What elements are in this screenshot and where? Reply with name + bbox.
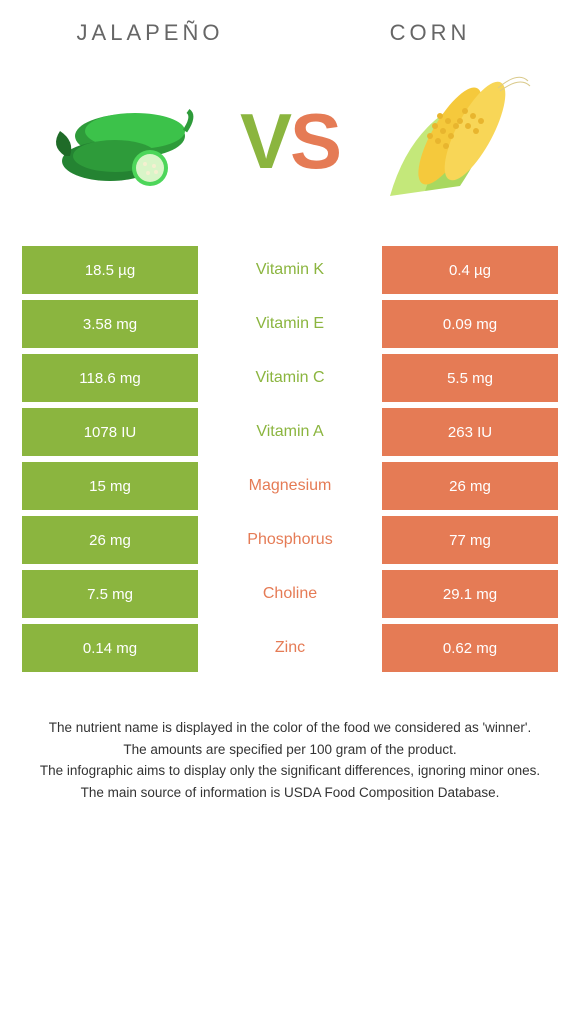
nutrient-label: Phosphorus <box>198 516 382 564</box>
nutrient-label: Vitamin A <box>198 408 382 456</box>
value-right: 0.09 mg <box>382 300 558 348</box>
value-left: 3.58 mg <box>22 300 198 348</box>
nutrient-label: Zinc <box>198 624 382 672</box>
hero-row: VS <box>0 56 580 246</box>
title-left: JALAPEÑO <box>10 20 290 46</box>
nutrient-row: 18.5 µgVitamin K0.4 µg <box>22 246 558 294</box>
footnote-line: The infographic aims to display only the… <box>20 761 560 781</box>
footnote-line: The nutrient name is displayed in the co… <box>20 718 560 738</box>
nutrient-row: 3.58 mgVitamin E0.09 mg <box>22 300 558 348</box>
nutrient-label: Choline <box>198 570 382 618</box>
nutrient-row: 0.14 mgZinc0.62 mg <box>22 624 558 672</box>
value-right: 29.1 mg <box>382 570 558 618</box>
value-left: 15 mg <box>22 462 198 510</box>
value-right: 77 mg <box>382 516 558 564</box>
nutrient-label: Magnesium <box>198 462 382 510</box>
value-left: 118.6 mg <box>22 354 198 402</box>
nutrient-table: 18.5 µgVitamin K0.4 µg3.58 mgVitamin E0.… <box>0 246 580 672</box>
footnote-line: The main source of information is USDA F… <box>20 783 560 803</box>
value-left: 7.5 mg <box>22 570 198 618</box>
value-right: 5.5 mg <box>382 354 558 402</box>
value-left: 18.5 µg <box>22 246 198 294</box>
value-right: 26 mg <box>382 462 558 510</box>
nutrient-row: 26 mgPhosphorus77 mg <box>22 516 558 564</box>
footnote-line: The amounts are specified per 100 gram o… <box>20 740 560 760</box>
corn-image <box>350 66 560 216</box>
value-right: 263 IU <box>382 408 558 456</box>
value-left: 1078 IU <box>22 408 198 456</box>
value-right: 0.62 mg <box>382 624 558 672</box>
title-row: JALAPEÑO CORN <box>0 0 580 56</box>
value-right: 0.4 µg <box>382 246 558 294</box>
vs-label: VS <box>230 96 350 187</box>
nutrient-row: 7.5 mgCholine29.1 mg <box>22 570 558 618</box>
title-right: CORN <box>290 20 570 46</box>
nutrient-label: Vitamin K <box>198 246 382 294</box>
nutrient-row: 118.6 mgVitamin C5.5 mg <box>22 354 558 402</box>
nutrient-label: Vitamin E <box>198 300 382 348</box>
vs-v: V <box>240 97 290 185</box>
footnotes: The nutrient name is displayed in the co… <box>0 678 580 802</box>
nutrient-row: 1078 IUVitamin A263 IU <box>22 408 558 456</box>
vs-s: S <box>290 97 340 185</box>
value-left: 0.14 mg <box>22 624 198 672</box>
value-left: 26 mg <box>22 516 198 564</box>
nutrient-row: 15 mgMagnesium26 mg <box>22 462 558 510</box>
nutrient-label: Vitamin C <box>198 354 382 402</box>
jalapeno-image <box>20 86 230 196</box>
